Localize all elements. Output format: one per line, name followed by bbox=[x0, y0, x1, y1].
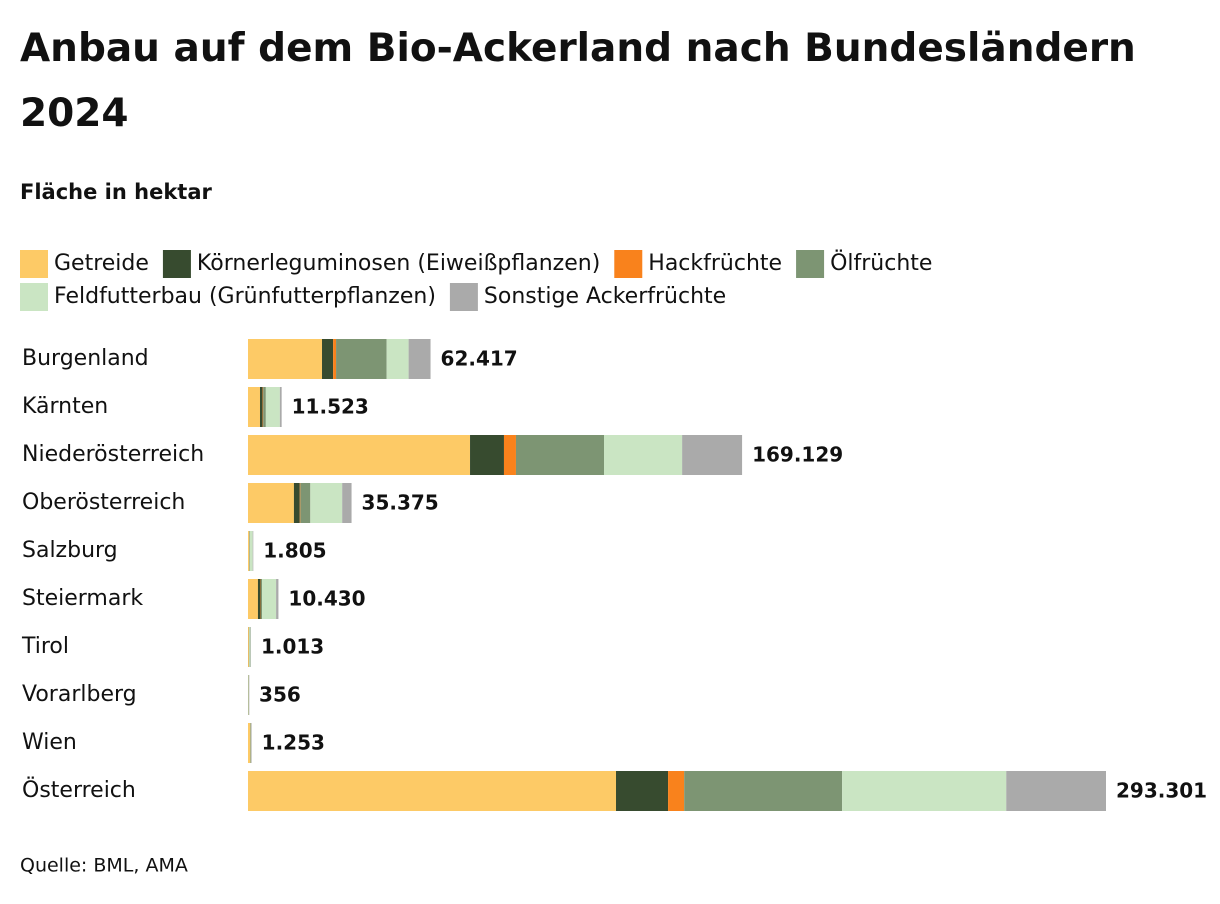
total-label: 1.253 bbox=[262, 731, 325, 755]
bar-segment bbox=[279, 387, 282, 427]
bar-segment bbox=[249, 627, 251, 667]
bar-segment bbox=[251, 723, 252, 763]
total-label: 356 bbox=[259, 683, 301, 707]
bar-segment bbox=[262, 579, 277, 619]
bar-segment bbox=[252, 531, 254, 571]
bar-segment bbox=[248, 675, 249, 715]
bar-segment bbox=[248, 483, 294, 523]
bar-segment bbox=[1006, 771, 1106, 811]
bar-segment bbox=[386, 339, 409, 379]
bar-segment bbox=[408, 339, 431, 379]
bar-segment bbox=[263, 387, 266, 427]
total-label: 293.301 bbox=[1116, 779, 1207, 803]
legend-label: Körnerleguminosen (Eiweißpflanzen) bbox=[197, 251, 600, 276]
total-label: 1.013 bbox=[261, 635, 324, 659]
bar-segment bbox=[293, 483, 300, 523]
legend-swatch bbox=[20, 250, 48, 278]
chart-title: Anbau auf dem Bio-Ackerland nach Bundesl… bbox=[20, 26, 1136, 136]
category-label: Steiermark bbox=[22, 586, 143, 611]
total-label: 1.805 bbox=[263, 539, 326, 563]
bar-segment bbox=[248, 675, 250, 715]
category-label: Vorarlberg bbox=[22, 682, 137, 707]
bar-segment bbox=[310, 483, 343, 523]
category-label: Salzburg bbox=[22, 538, 118, 563]
bar-segment bbox=[249, 531, 253, 571]
source: Quelle: BML, AMA bbox=[20, 855, 188, 877]
category-label: Kärnten bbox=[22, 394, 108, 419]
bar-segment bbox=[248, 771, 617, 811]
bar-segment bbox=[300, 483, 311, 523]
bar-segment bbox=[248, 579, 258, 619]
category-label: Oberösterreich bbox=[22, 490, 185, 515]
bar-segment bbox=[248, 723, 251, 763]
bar-segment bbox=[342, 483, 352, 523]
legend-swatch bbox=[796, 250, 825, 278]
bar-segment bbox=[250, 627, 251, 667]
legend-label: Getreide bbox=[54, 251, 149, 276]
bar-segment bbox=[515, 435, 605, 475]
bar-segment bbox=[276, 579, 279, 619]
legend-swatch bbox=[449, 283, 478, 311]
bar-segment bbox=[503, 435, 516, 475]
legend-label: Feldfutterbau (Grünfutterpflanzen) bbox=[54, 284, 436, 309]
bar-segment bbox=[604, 435, 683, 475]
bar-segment bbox=[336, 339, 387, 379]
legend-label: Sonstige Ackerfrüchte bbox=[484, 284, 726, 309]
bar-segment bbox=[322, 339, 334, 379]
bar-segment bbox=[684, 771, 843, 811]
category-label: Niederösterreich bbox=[22, 442, 204, 467]
bar-segment bbox=[299, 483, 301, 523]
bar-segment bbox=[248, 387, 260, 427]
legend-swatch bbox=[20, 283, 48, 311]
bar-segment bbox=[259, 387, 263, 427]
bar-segment bbox=[248, 435, 471, 475]
bar-segment bbox=[262, 387, 264, 427]
category-label: Burgenland bbox=[22, 346, 149, 371]
legend-label: Hackfrüchte bbox=[648, 251, 782, 276]
legend-swatch bbox=[614, 250, 643, 278]
bar-segment bbox=[250, 723, 252, 763]
total-label: 169.129 bbox=[752, 443, 843, 467]
bar-segment bbox=[616, 771, 669, 811]
bar-segment bbox=[250, 723, 251, 763]
category-label: Österreich bbox=[22, 777, 136, 803]
bar-segment bbox=[248, 531, 250, 571]
bar-segment bbox=[668, 771, 685, 811]
bar-segment bbox=[257, 579, 261, 619]
legend-swatch bbox=[162, 250, 191, 278]
category-label: Tirol bbox=[21, 634, 69, 659]
bar-segment bbox=[248, 339, 323, 379]
chart-subtitle: Fläche in hektar bbox=[20, 180, 212, 204]
bar-segment bbox=[333, 339, 337, 379]
legend-label: Ölfrüchte bbox=[830, 250, 932, 276]
total-label: 11.523 bbox=[292, 395, 369, 419]
bar-segment bbox=[682, 435, 743, 475]
bar-segment bbox=[260, 579, 262, 619]
bar-segment bbox=[248, 627, 249, 667]
bar-segment bbox=[470, 435, 504, 475]
bar-segment bbox=[842, 771, 1007, 811]
total-label: 62.417 bbox=[441, 347, 518, 371]
total-label: 10.430 bbox=[288, 587, 365, 611]
total-label: 35.375 bbox=[362, 491, 439, 515]
category-label: Wien bbox=[22, 730, 77, 755]
bar-segment bbox=[265, 387, 280, 427]
bar-segment bbox=[260, 579, 263, 619]
